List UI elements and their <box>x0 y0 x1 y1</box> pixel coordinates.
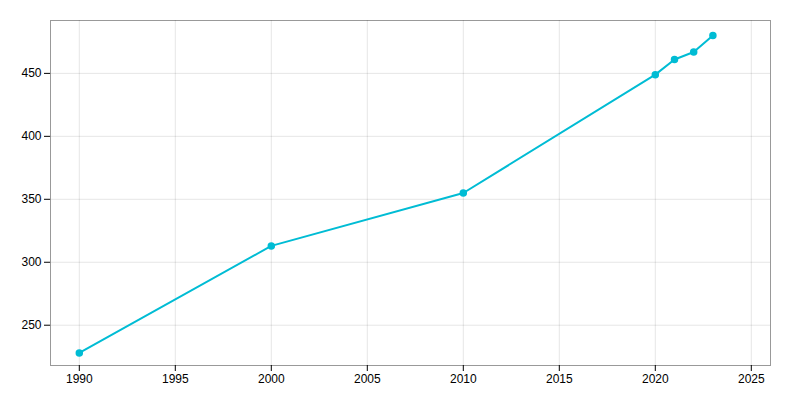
svg-text:2020: 2020 <box>642 372 669 386</box>
svg-text:2005: 2005 <box>354 372 381 386</box>
svg-text:450: 450 <box>21 66 41 80</box>
svg-text:400: 400 <box>21 129 41 143</box>
svg-text:1995: 1995 <box>162 372 189 386</box>
svg-text:2015: 2015 <box>546 372 573 386</box>
svg-text:2000: 2000 <box>258 372 285 386</box>
svg-text:300: 300 <box>21 255 41 269</box>
svg-text:2010: 2010 <box>450 372 477 386</box>
svg-text:1990: 1990 <box>66 372 93 386</box>
svg-text:250: 250 <box>21 318 41 332</box>
svg-text:2025: 2025 <box>738 372 765 386</box>
svg-text:350: 350 <box>21 192 41 206</box>
